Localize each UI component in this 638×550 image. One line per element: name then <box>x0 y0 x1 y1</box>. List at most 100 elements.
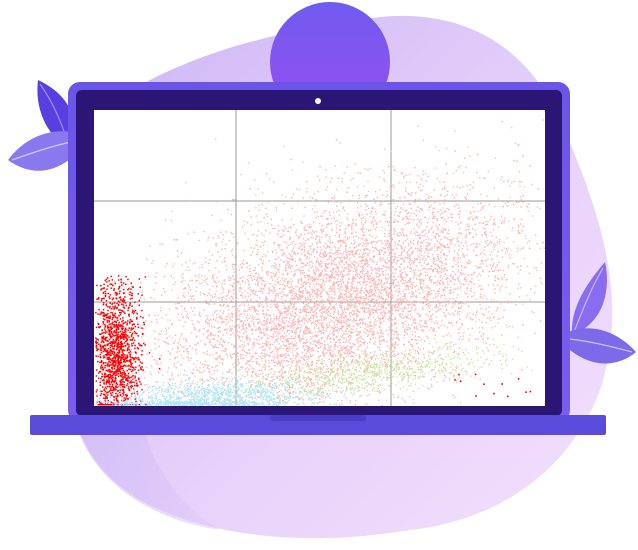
scatter-point <box>192 263 194 265</box>
scatter-point <box>408 366 410 368</box>
scatter-point <box>365 323 367 325</box>
scatter-point <box>251 372 253 374</box>
scatter-point <box>325 176 327 178</box>
scatter-point <box>357 342 359 344</box>
scatter-point <box>329 279 331 281</box>
scatter-point <box>338 340 341 342</box>
scatter-point <box>418 279 420 281</box>
scatter-point <box>235 278 238 280</box>
scatter-point <box>362 267 364 269</box>
scatter-point <box>383 320 385 322</box>
scatter-point <box>387 361 389 363</box>
scatter-point <box>326 301 329 303</box>
scatter-point <box>426 248 429 250</box>
scatter-point <box>457 307 460 309</box>
scatter-point <box>270 351 272 354</box>
scatter-point <box>334 343 337 346</box>
scatter-point <box>229 334 231 336</box>
scatter-point <box>341 283 343 285</box>
scatter-point <box>359 301 361 303</box>
scatter-point <box>461 322 463 325</box>
scatter-point <box>284 338 287 340</box>
scatter-point <box>463 256 465 258</box>
scatter-point <box>247 337 249 339</box>
scatter-point <box>276 267 278 270</box>
scatter-points <box>95 119 545 406</box>
scatter-point <box>187 317 190 319</box>
scatter-point <box>235 298 237 300</box>
scatter-point <box>359 324 361 326</box>
scatter-point <box>309 316 312 319</box>
scatter-point <box>265 312 267 315</box>
scatter-point <box>324 346 326 349</box>
scatter-point <box>297 237 299 239</box>
scatter-point <box>354 163 356 165</box>
scatter-point <box>340 348 342 350</box>
scatter-point <box>436 260 438 262</box>
scatter-point <box>393 331 395 333</box>
scatter-point <box>420 223 422 225</box>
scatter-point <box>348 236 350 238</box>
scatter-point <box>311 362 314 364</box>
scatter-point <box>283 261 285 263</box>
scatter-point <box>305 342 307 345</box>
scatter-point <box>207 317 209 319</box>
scatter-point <box>300 272 302 274</box>
scatter-point <box>416 328 419 331</box>
scatter-point <box>449 297 451 300</box>
scatter-point <box>307 345 310 348</box>
scatter-point <box>384 282 386 284</box>
scatter-point <box>180 344 182 346</box>
scatter-point <box>381 364 384 366</box>
scatter-point <box>459 288 461 290</box>
scatter-point <box>372 379 374 381</box>
scatter-point <box>332 331 334 333</box>
scatter-point <box>351 320 353 322</box>
scatter-point <box>369 279 371 281</box>
scatter-point <box>362 342 364 344</box>
scatter-point <box>465 240 467 242</box>
scatter-point <box>391 330 393 332</box>
scatter-point <box>347 299 349 302</box>
scatter-point <box>341 296 343 298</box>
scatter-point <box>276 278 278 280</box>
scatter-point <box>401 397 403 400</box>
scatter-point <box>394 284 397 287</box>
scatter-point <box>232 233 234 235</box>
scatter-point <box>465 200 467 202</box>
scatter-point <box>331 377 333 379</box>
scatter-point <box>409 181 411 183</box>
scatter-point <box>291 335 293 338</box>
scatter-point <box>347 363 349 365</box>
scatter-point <box>251 328 253 330</box>
scatter-point <box>383 340 385 342</box>
scatter-point <box>408 203 410 205</box>
scatter-point <box>338 372 340 375</box>
scatter-point <box>370 384 372 386</box>
scatter-point <box>374 351 376 353</box>
scatter-point <box>407 254 409 256</box>
scatter-point <box>355 278 357 280</box>
scatter-point <box>367 243 369 245</box>
scatter-point <box>331 356 333 358</box>
scatter-point <box>320 260 323 262</box>
scatter-point <box>335 341 338 343</box>
scatter-point <box>408 326 410 328</box>
scatter-point <box>435 201 437 203</box>
scatter-point <box>469 155 471 157</box>
scatter-point <box>372 337 374 339</box>
scatter-point <box>339 222 341 224</box>
scatter-point <box>292 248 294 250</box>
scatter-point <box>187 266 189 268</box>
scatter-point <box>340 392 343 394</box>
scatter-point <box>374 319 376 321</box>
scatter-point <box>439 203 441 205</box>
scatter-point <box>370 258 372 260</box>
scatter-point <box>206 277 208 279</box>
scatter-point <box>136 381 138 383</box>
scatter-point <box>297 361 299 363</box>
scatter-point <box>399 313 402 315</box>
scatter-point <box>220 315 222 317</box>
scatter-point <box>340 313 342 316</box>
scatter-point <box>414 309 416 311</box>
